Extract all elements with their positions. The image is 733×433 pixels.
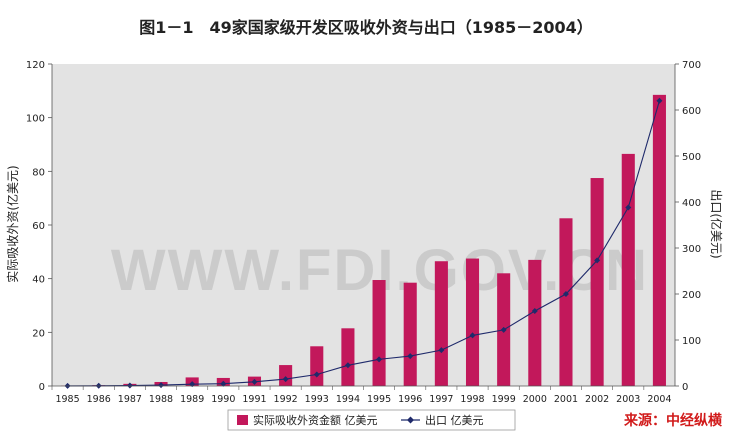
y2-tick-label: 100: [682, 336, 701, 347]
x-tick-label: 1991: [242, 394, 266, 405]
y-tick-label: 0: [39, 382, 45, 393]
bar-2003: [621, 153, 635, 386]
x-tick-label: 2002: [585, 394, 609, 405]
point-1997: [438, 347, 445, 354]
bar-1994: [341, 328, 355, 386]
point-2004: [656, 97, 663, 104]
y2-tick-label: 0: [682, 382, 688, 393]
source-note: 来源：中经纵横: [623, 412, 723, 429]
point-1998: [469, 332, 476, 339]
y-tick-label: 100: [26, 114, 45, 125]
x-tick-label: 2003: [616, 394, 640, 405]
x-tick-label: 1987: [118, 394, 142, 405]
x-tick-label: 1996: [398, 394, 422, 405]
x-tick-label: 1998: [460, 394, 484, 405]
y2-tick-label: 300: [682, 244, 701, 255]
plot-area: [52, 64, 675, 386]
y-axis-label: 实际吸收外资(亿美元): [5, 165, 20, 282]
legend: 实际吸收外资金额 亿美元 出口 亿美元: [227, 409, 516, 431]
x-tick-label: 1994: [336, 394, 360, 405]
x-tick-label: 1989: [180, 394, 204, 405]
axes-group: 0 20 40 60 80 100 120 0 100 200 300 400 500 600 700 198…: [26, 60, 701, 405]
line-group: [64, 97, 663, 389]
x-tick-label: 1999: [492, 394, 516, 405]
point-2001: [562, 291, 569, 297]
point-1990: [220, 380, 227, 387]
x-tick-label: 1997: [429, 394, 453, 405]
bar-2001: [559, 218, 573, 386]
x-tick-label: 2004: [647, 394, 671, 405]
bar-1992: [279, 365, 293, 386]
plot-area-group: [52, 64, 675, 386]
point-1992: [282, 376, 289, 383]
legend-marker-line: [407, 416, 414, 424]
bar-2004: [652, 94, 666, 387]
x-tick-label: 1988: [149, 394, 173, 405]
legend-box: [227, 409, 516, 431]
legend-label-line: 出口 亿美元: [425, 413, 484, 427]
point-1991: [251, 378, 258, 385]
legend-swatch-bar: [237, 415, 248, 425]
bar-1993: [310, 346, 324, 386]
y2-tick-label: 500: [682, 152, 701, 163]
x-tick-label: 1986: [87, 394, 111, 405]
point-2002: [594, 257, 601, 264]
x-tick-label: 1990: [211, 394, 235, 405]
bar-1997: [434, 261, 448, 386]
point-1999: [500, 326, 507, 333]
x-tick-label: 1995: [367, 394, 391, 405]
chart-title: 图1－1 49家国家级开发区吸收外资与出口（1985－2004）: [139, 18, 593, 37]
point-2003: [625, 204, 632, 211]
x-tick-label: 2000: [523, 394, 547, 405]
bar-1998: [465, 258, 480, 386]
x-tick-label: 2001: [554, 394, 578, 405]
point-1996: [407, 353, 414, 360]
point-1987: [126, 382, 133, 389]
point-2000: [531, 308, 538, 315]
export-line: [67, 100, 660, 387]
x-tick-label: 1993: [305, 394, 329, 405]
y2-tick-label: 200: [682, 290, 701, 301]
bar-1995: [372, 280, 386, 386]
y-tick-label: 60: [32, 221, 45, 232]
point-1995: [376, 356, 383, 363]
y-tick-label: 80: [32, 167, 45, 178]
y-tick-label: 120: [26, 60, 45, 71]
point-1993: [313, 371, 320, 378]
y2-tick-label: 600: [682, 106, 701, 117]
y2-tick-label: 700: [682, 60, 701, 71]
y-tick-label: 40: [32, 275, 45, 286]
x-tick-label: 1985: [55, 394, 79, 405]
bar-2000: [528, 259, 542, 386]
y2-tick-label: 400: [682, 198, 701, 209]
x-tick-label: 1992: [274, 394, 298, 405]
bar-2002: [590, 178, 604, 386]
point-1994: [344, 362, 351, 369]
bar-1996: [403, 282, 417, 386]
y2-axis-label: 出口(亿美元): [709, 189, 724, 258]
y-tick-label: 20: [32, 328, 45, 339]
legend-label-bar: 实际吸收外资金额 亿美元: [253, 413, 378, 427]
point-1988: [158, 382, 165, 389]
